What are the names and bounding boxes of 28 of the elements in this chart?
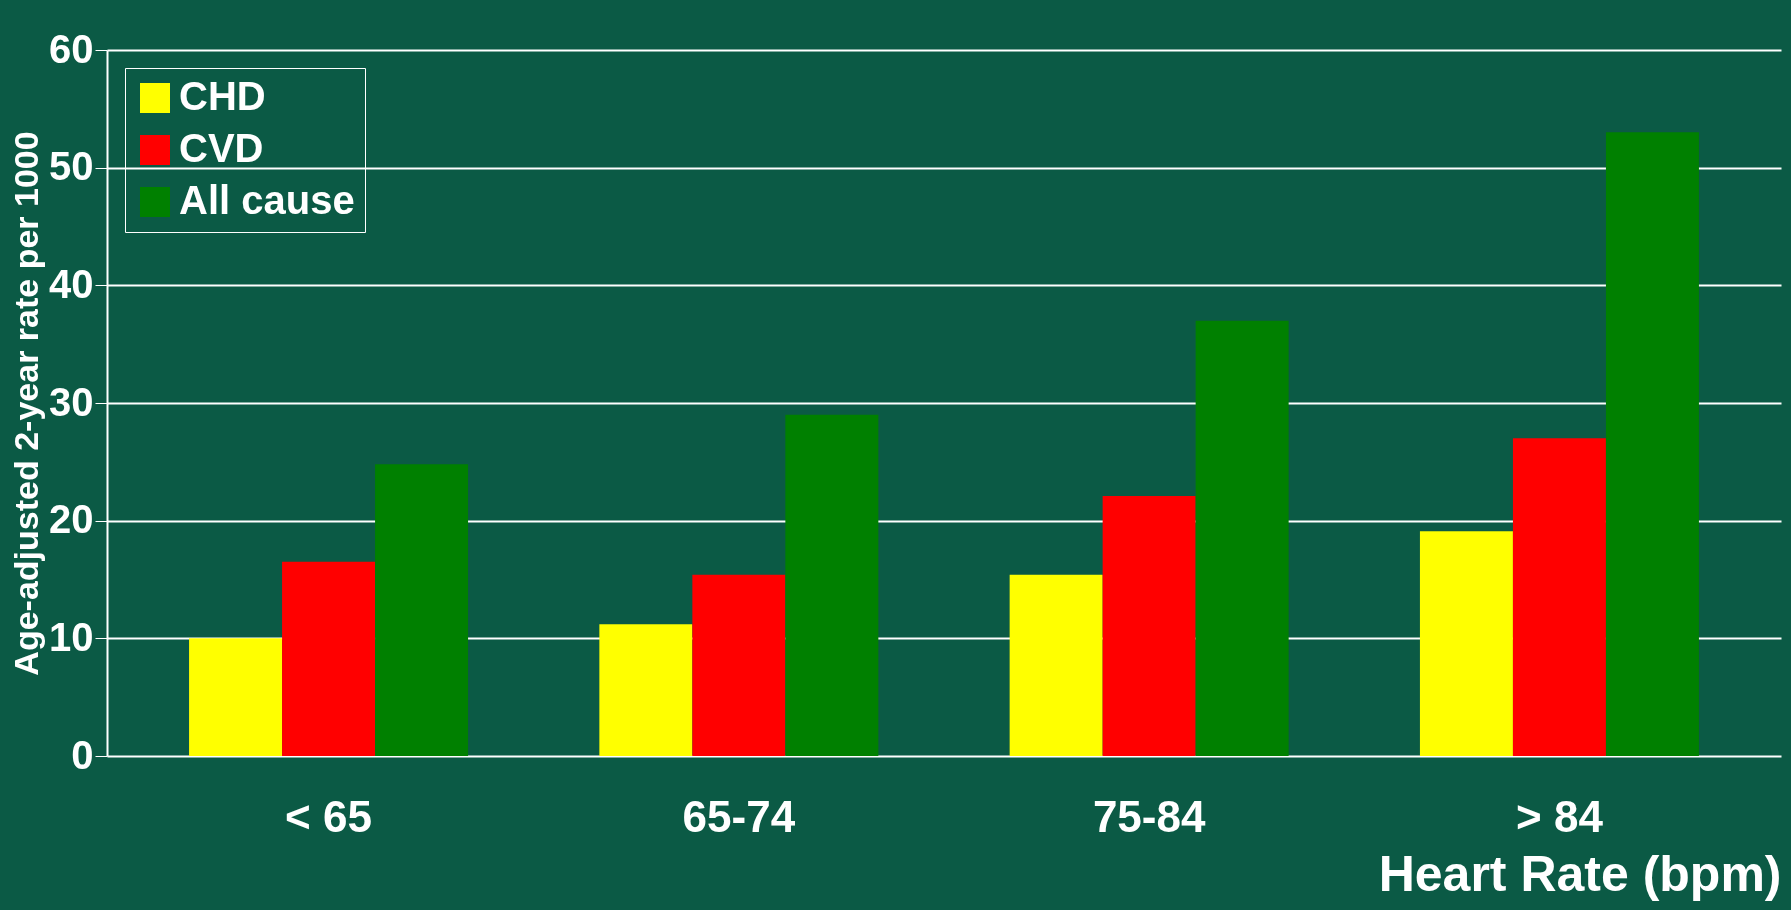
bar xyxy=(1419,531,1513,756)
y-tick-label: 30 xyxy=(49,379,94,424)
x-tick-label: > 84 xyxy=(1516,791,1604,841)
bar xyxy=(375,464,469,756)
legend-label: CHD xyxy=(179,74,266,118)
bar xyxy=(1605,132,1699,756)
bar xyxy=(1195,320,1289,756)
bar xyxy=(1009,574,1103,756)
bar xyxy=(282,561,376,756)
x-axis-title: Heart Rate (bpm) xyxy=(1378,845,1782,902)
x-tick-label: < 65 xyxy=(285,791,372,841)
y-tick-label: 20 xyxy=(49,497,94,542)
y-axis-title: Age-adjusted 2-year rate per 1000 xyxy=(7,131,46,676)
bar xyxy=(189,638,283,756)
y-tick-label: 60 xyxy=(49,26,94,71)
bar xyxy=(785,414,879,756)
bar xyxy=(599,624,693,756)
y-tick-label: 50 xyxy=(49,144,94,189)
bar xyxy=(1512,438,1606,756)
y-tick-label: 40 xyxy=(49,261,94,306)
bar xyxy=(1102,495,1196,756)
legend-label: All cause xyxy=(179,178,355,222)
x-tick-label: 65-74 xyxy=(682,791,796,841)
legend-label: CVD xyxy=(179,126,264,170)
y-tick-label: 10 xyxy=(49,614,94,659)
bar xyxy=(692,574,786,756)
y-tick-label: 0 xyxy=(71,732,94,777)
x-tick-label: 75-84 xyxy=(1092,791,1206,841)
